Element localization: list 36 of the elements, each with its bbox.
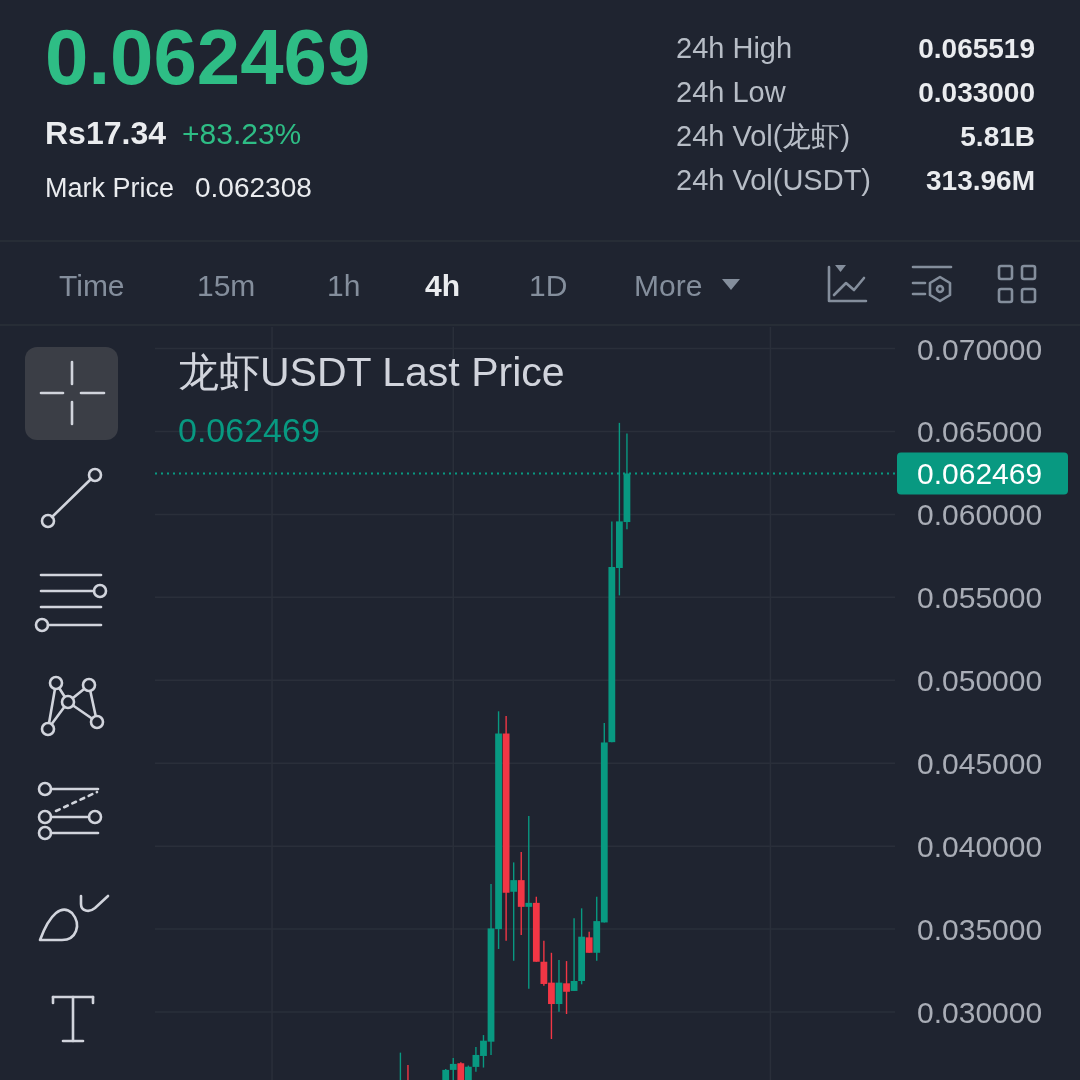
text: Mark Price: [45, 173, 175, 203]
candlestick: [563, 960, 570, 1015]
text: 24h Vol(龙虾): [676, 120, 851, 152]
candlestick: [510, 861, 518, 962]
text: Rs17.34: [45, 115, 167, 151]
y-tick-label: 0.045000: [917, 747, 1043, 781]
y-tick-label: 0.050000: [917, 664, 1043, 698]
text: +83.23%: [182, 117, 302, 150]
text: 24h Vol(USDT): [676, 164, 872, 196]
candlestick: [449, 1057, 457, 1080]
text: 0.062469: [45, 13, 371, 101]
text: 4h: [425, 269, 461, 302]
annotation: 0.062469: [178, 411, 320, 449]
y-tick-label: 0.065000: [917, 415, 1043, 449]
text: 1h: [327, 269, 361, 302]
text: 1D: [529, 269, 568, 302]
y-tick-label: 0.055000: [917, 581, 1043, 615]
text: 0.033000: [918, 77, 1035, 108]
candlestick: [525, 815, 533, 990]
y-tick-label: 0.070000: [917, 332, 1043, 366]
text: 24h High: [676, 32, 793, 64]
text: Time: [59, 269, 125, 302]
y-tick-label: 0.060000: [917, 498, 1043, 532]
text: 313.96M: [926, 165, 1035, 196]
text: 15m: [197, 269, 256, 302]
y-tick-label: 0.040000: [917, 830, 1043, 864]
candlestick: [585, 931, 593, 954]
text: More: [634, 269, 703, 302]
text: 0.062308: [195, 172, 312, 203]
ref-line-label: 0.062469: [917, 457, 1043, 491]
y-tick-label: 0.035000: [917, 913, 1043, 947]
text: 0.065519: [918, 33, 1035, 64]
text: 5.81B: [960, 121, 1035, 152]
text: 24h Low: [676, 76, 787, 108]
y-tick-label: 0.030000: [917, 996, 1043, 1029]
text: 龙虾USDT Last Price: [178, 349, 565, 395]
